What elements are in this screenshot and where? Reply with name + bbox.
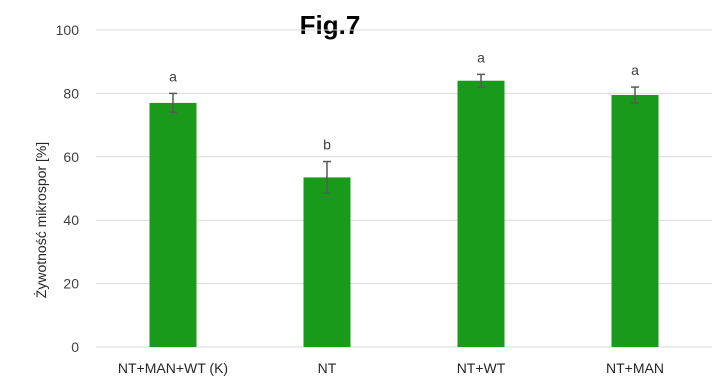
error-bar (477, 73, 485, 88)
y-tick-label: 40 (63, 212, 79, 228)
x-tick-label: NT+MAN (606, 360, 664, 376)
significance-label: a (631, 62, 639, 78)
error-bars (169, 73, 639, 195)
figure-label: Fig.7 (300, 10, 361, 40)
bar (457, 80, 505, 347)
y-tick-label: 80 (63, 85, 79, 101)
x-tick-labels: NT+MAN+WT (K) NT NT+WT NT+MAN (118, 360, 664, 376)
x-tick-label: NT+MAN+WT (K) (118, 360, 228, 376)
error-bar (631, 86, 639, 104)
gridlines (96, 29, 712, 348)
error-bar (169, 92, 177, 114)
significance-labels: a b a a (169, 49, 639, 152)
significance-label: a (169, 68, 177, 84)
bar (303, 177, 351, 347)
x-tick-label: NT+WT (457, 360, 506, 376)
significance-label: a (477, 49, 485, 65)
y-tick-label: 100 (56, 22, 80, 38)
y-tick-label: 60 (63, 149, 79, 165)
bar (149, 102, 197, 347)
y-tick-label: 0 (71, 339, 79, 355)
x-tick-label: NT (318, 360, 337, 376)
error-bar (323, 160, 331, 195)
bars (149, 80, 659, 347)
y-tick-label: 20 (63, 276, 79, 292)
bar (611, 94, 659, 347)
y-tick-labels: 0 20 40 60 80 100 (56, 22, 80, 355)
y-axis-label: Żywotność mikrospor [%] (32, 142, 49, 298)
significance-label: b (323, 137, 331, 153)
